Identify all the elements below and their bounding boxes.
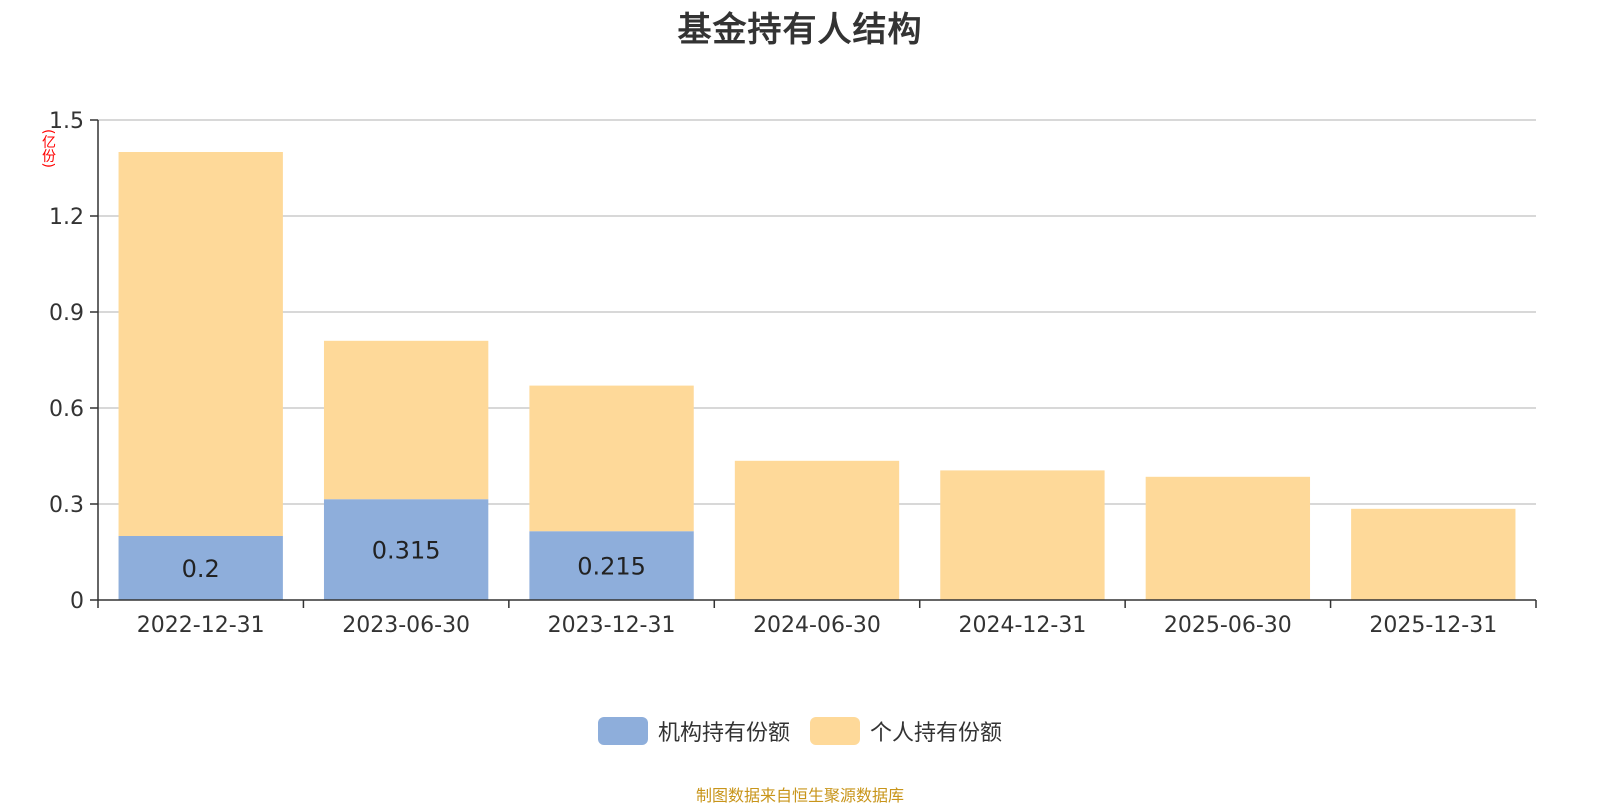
bar-institutional-2023-06-30 [323,499,489,600]
bar-individual-2025-12-31 [1351,508,1516,600]
x-tick-label: 2024-12-31 [958,613,1086,638]
chart-title: 基金持有人结构 [677,10,923,50]
bars [118,152,1516,600]
bar-individual-2024-06-30 [734,460,900,600]
legend-label-individual: 个人持有份额 [870,721,1003,746]
legend-item-individual[interactable]: 个人持有份额 [810,715,1002,747]
axes: 0 0.3 0.6 0.9 1.2 1.5 2022-12-31 2023-06-30 2023… [49,109,1537,638]
grid-lines [98,119,1536,505]
bar-individual-2023-12-31 [529,385,694,532]
y-tick-label: 1.5 [49,109,84,134]
bar-label-2022-12-31: 0.2 [182,555,220,583]
y-tick-label: 0.6 [49,397,84,422]
bar-institutional-2023-12-31 [529,531,694,600]
legend-label-institutional: 机构持有份额 [657,721,790,746]
x-tick-label: 2024-06-30 [753,613,881,638]
bar-individual-2024-12-31 [940,470,1105,600]
legend: 机构持有份额 个人持有份额 [0,715,1600,747]
y-axis-unit-label: (亿份) [40,128,56,168]
y-tick-label: 0.3 [49,493,84,518]
x-tick-label: 2022-12-31 [137,613,265,638]
bar-label-2023-06-30: 0.315 [372,537,441,565]
legend-swatch-institutional [597,717,648,745]
x-tick-label: 2025-06-30 [1164,613,1292,638]
source-note: 制图数据来自恒生聚源数据库 [695,786,904,805]
y-tick-label: 0.9 [49,301,84,326]
y-tick-label: 0 [70,589,84,614]
legend-swatch-individual [810,717,860,745]
x-tick-label: 2023-06-30 [342,613,470,638]
bar-labels: 0.2 0.315 0.215 [182,537,646,583]
legend-item-institutional[interactable]: 机构持有份额 [597,715,790,747]
bar-label-2023-12-31: 0.215 [577,553,646,581]
y-tick-label: 1.2 [49,205,84,230]
bar-individual-2022-12-31 [118,152,283,536]
x-tick-label: 2025-12-31 [1369,613,1497,638]
x-tick-label: 2023-12-31 [548,613,676,638]
bar-individual-2025-06-30 [1145,476,1311,600]
bar-institutional-2022-12-31 [118,536,283,600]
bar-individual-2023-06-30 [323,340,489,500]
